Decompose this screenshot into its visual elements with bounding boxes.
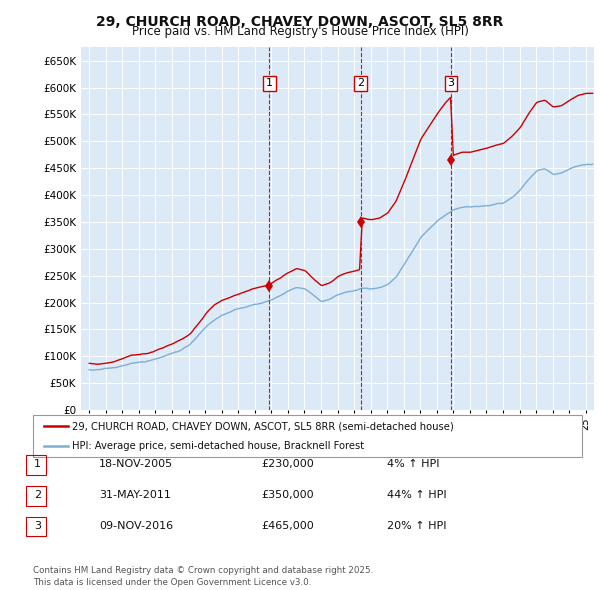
Text: 44% ↑ HPI: 44% ↑ HPI [387, 490, 446, 500]
Text: £350,000: £350,000 [261, 490, 314, 500]
Text: £230,000: £230,000 [261, 460, 314, 469]
Text: 4% ↑ HPI: 4% ↑ HPI [387, 460, 439, 469]
Text: 09-NOV-2016: 09-NOV-2016 [99, 521, 173, 530]
Text: 1: 1 [34, 460, 41, 469]
Text: 2: 2 [357, 78, 364, 88]
Text: 2: 2 [34, 490, 41, 500]
Text: 18-NOV-2005: 18-NOV-2005 [99, 460, 173, 469]
Text: 29, CHURCH ROAD, CHAVEY DOWN, ASCOT, SL5 8RR: 29, CHURCH ROAD, CHAVEY DOWN, ASCOT, SL5… [97, 15, 503, 29]
Text: 20% ↑ HPI: 20% ↑ HPI [387, 521, 446, 530]
Text: Contains HM Land Registry data © Crown copyright and database right 2025.
This d: Contains HM Land Registry data © Crown c… [33, 566, 373, 587]
Text: 1: 1 [266, 78, 273, 88]
Text: £465,000: £465,000 [261, 521, 314, 530]
Text: Price paid vs. HM Land Registry's House Price Index (HPI): Price paid vs. HM Land Registry's House … [131, 25, 469, 38]
Text: 31-MAY-2011: 31-MAY-2011 [99, 490, 171, 500]
Text: HPI: Average price, semi-detached house, Bracknell Forest: HPI: Average price, semi-detached house,… [72, 441, 364, 451]
Text: 3: 3 [34, 521, 41, 530]
Text: 3: 3 [448, 78, 455, 88]
Text: 29, CHURCH ROAD, CHAVEY DOWN, ASCOT, SL5 8RR (semi-detached house): 29, CHURCH ROAD, CHAVEY DOWN, ASCOT, SL5… [72, 421, 454, 431]
